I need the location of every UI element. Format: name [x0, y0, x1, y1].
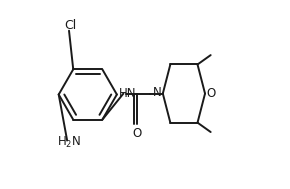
- Text: N: N: [153, 86, 161, 99]
- Text: HN: HN: [119, 87, 136, 100]
- Text: H$_2$N: H$_2$N: [57, 135, 81, 150]
- Text: O: O: [133, 127, 142, 140]
- Text: Cl: Cl: [64, 19, 77, 32]
- Text: O: O: [206, 87, 216, 100]
